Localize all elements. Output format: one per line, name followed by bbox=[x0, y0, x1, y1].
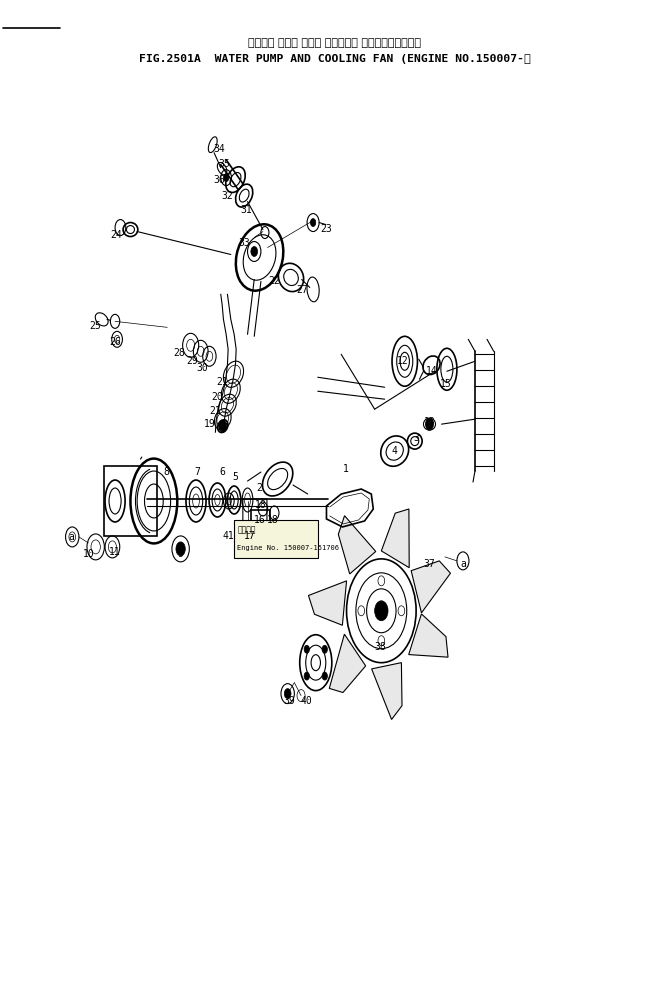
Text: 37: 37 bbox=[423, 559, 436, 569]
Text: 21: 21 bbox=[209, 406, 221, 416]
Text: 14: 14 bbox=[425, 366, 438, 376]
Text: 38: 38 bbox=[374, 642, 386, 652]
Text: a: a bbox=[69, 532, 74, 542]
Circle shape bbox=[304, 646, 310, 654]
Polygon shape bbox=[411, 561, 450, 613]
Text: 12: 12 bbox=[397, 356, 409, 366]
Text: 35: 35 bbox=[218, 159, 230, 169]
Bar bbox=[234, 520, 318, 558]
Text: 23: 23 bbox=[320, 224, 332, 234]
Text: 10: 10 bbox=[83, 549, 95, 559]
Text: FIG.2501A  WATER PUMP AND COOLING FAN (ENGINE NO.150007-）: FIG.2501A WATER PUMP AND COOLING FAN (EN… bbox=[138, 54, 531, 64]
Text: 24: 24 bbox=[110, 230, 122, 240]
Circle shape bbox=[284, 689, 291, 699]
Text: 6: 6 bbox=[220, 467, 225, 477]
Text: Engine No. 150007-151706: Engine No. 150007-151706 bbox=[237, 545, 339, 551]
Text: 11: 11 bbox=[109, 547, 121, 557]
Text: 18: 18 bbox=[267, 515, 279, 525]
Text: 5: 5 bbox=[233, 472, 238, 482]
Circle shape bbox=[219, 420, 227, 432]
Text: 28: 28 bbox=[173, 348, 185, 358]
Text: 7: 7 bbox=[195, 467, 200, 477]
Text: 20: 20 bbox=[211, 392, 223, 402]
Text: 41: 41 bbox=[223, 531, 235, 541]
Text: 31: 31 bbox=[240, 205, 252, 215]
Text: 26: 26 bbox=[109, 337, 121, 347]
Text: 3: 3 bbox=[413, 433, 419, 443]
Text: 4: 4 bbox=[392, 446, 397, 456]
Text: 21: 21 bbox=[216, 377, 228, 387]
Text: 19: 19 bbox=[204, 419, 216, 429]
Text: ウォータ ポンプ および クーリング ファン　　適用号機: ウォータ ポンプ および クーリング ファン 適用号機 bbox=[248, 38, 421, 48]
Text: 29: 29 bbox=[186, 356, 198, 366]
Text: 適用号機: 適用号機 bbox=[237, 525, 256, 535]
Polygon shape bbox=[339, 516, 376, 574]
Text: 30: 30 bbox=[196, 363, 208, 373]
Text: a: a bbox=[461, 559, 466, 569]
Circle shape bbox=[322, 672, 327, 680]
Polygon shape bbox=[308, 581, 347, 626]
Text: 27: 27 bbox=[296, 285, 308, 295]
Text: 18: 18 bbox=[255, 500, 267, 510]
Text: 2: 2 bbox=[257, 483, 262, 493]
Text: 36: 36 bbox=[213, 175, 225, 185]
Text: 13: 13 bbox=[423, 417, 436, 427]
Circle shape bbox=[176, 542, 185, 556]
Text: 39: 39 bbox=[283, 696, 295, 706]
Text: 32: 32 bbox=[221, 191, 233, 201]
Circle shape bbox=[375, 601, 388, 621]
Bar bbox=[251, 510, 270, 548]
Text: 25: 25 bbox=[89, 321, 101, 331]
Text: 15: 15 bbox=[440, 379, 452, 389]
Bar bbox=[104, 466, 157, 536]
Text: 17: 17 bbox=[244, 531, 256, 541]
Polygon shape bbox=[329, 634, 366, 693]
Text: 8: 8 bbox=[163, 467, 169, 477]
Circle shape bbox=[304, 672, 310, 680]
Text: 22: 22 bbox=[268, 276, 280, 286]
Polygon shape bbox=[381, 509, 409, 568]
Polygon shape bbox=[409, 614, 448, 657]
Text: 33: 33 bbox=[238, 238, 250, 248]
Text: 40: 40 bbox=[300, 696, 312, 706]
Text: 34: 34 bbox=[213, 144, 225, 154]
Circle shape bbox=[310, 219, 316, 227]
Circle shape bbox=[251, 247, 258, 256]
Text: 16: 16 bbox=[254, 515, 266, 525]
Circle shape bbox=[322, 646, 327, 654]
Circle shape bbox=[425, 418, 434, 430]
Text: 1: 1 bbox=[343, 464, 349, 474]
Text: 9: 9 bbox=[178, 549, 183, 559]
Polygon shape bbox=[371, 663, 402, 720]
Circle shape bbox=[223, 174, 229, 182]
